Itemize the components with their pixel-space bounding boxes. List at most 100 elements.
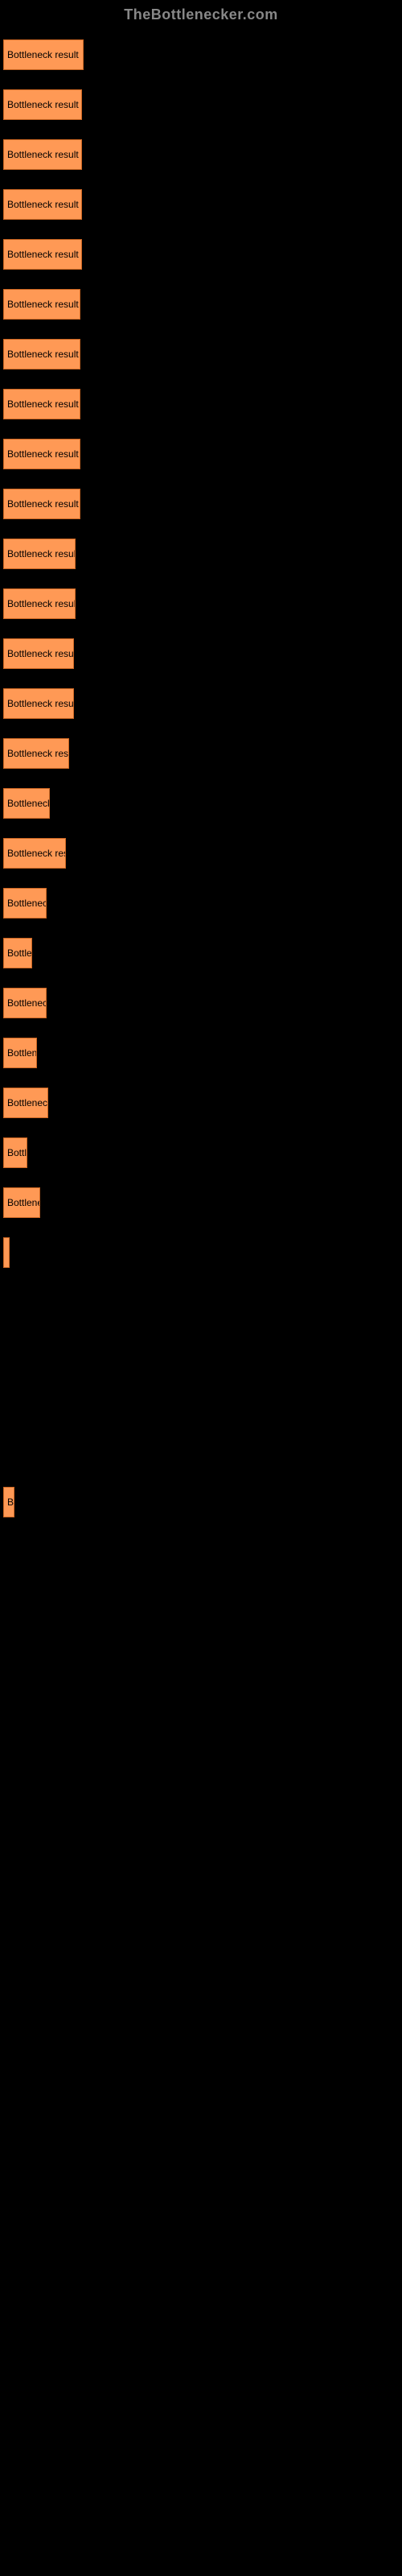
bar-row: B [3, 1477, 399, 1527]
bar-label: Bottleneck result [7, 648, 74, 659]
bar-row: Bottleneck result [3, 679, 399, 729]
bar-label: Bottleneck [7, 898, 47, 909]
bar: Bottleneck result [3, 39, 84, 70]
bar-row: Bottleneck res [3, 828, 399, 878]
bar-row: Bottleneck result [3, 529, 399, 579]
bar-row [3, 2276, 399, 2326]
bar-row: Bottleneck [3, 878, 399, 928]
bar-label: Bottleneck result [7, 249, 79, 260]
bar-label: Bottleneck result [7, 448, 79, 460]
bar: Bottleneck result [3, 638, 74, 669]
bar-row [3, 2425, 399, 2475]
bar-row: Bottl [3, 1128, 399, 1178]
bar: Bottle [3, 938, 32, 968]
bar: Bottleneck result [3, 688, 74, 719]
bar-row [3, 1228, 399, 1278]
bar-label: Bottleneck result [7, 598, 76, 609]
bar: Bottleneck res [3, 838, 66, 869]
bar: Bottl [3, 1137, 27, 1168]
bar: Bottleneck result [3, 289, 80, 320]
bar-row: Bottleneck result [3, 479, 399, 529]
bar-label: Bottle [7, 947, 32, 959]
bar-row: Bottleneck result [3, 629, 399, 679]
bar: Bottlene [3, 1187, 40, 1218]
bar-label: Bottleneck result [7, 299, 79, 310]
bar-row [3, 1777, 399, 1827]
bar-row: Bottleneck result [3, 180, 399, 229]
bar [3, 1237, 10, 1268]
bar: Bottleneck result [3, 489, 80, 519]
bar-row: Bottleneck resu [3, 729, 399, 778]
bar-row: Bottleneck result [3, 130, 399, 180]
bar-row: Bottlene [3, 1028, 399, 1078]
bar-label: Bottleneck result [7, 398, 79, 410]
bar-row [3, 1827, 399, 1876]
bar-row [3, 2126, 399, 2176]
bar-row [3, 1976, 399, 2026]
bar-row [3, 2176, 399, 2226]
bar-row: Bottleneck result [3, 329, 399, 379]
bar-row: Bottleneck result [3, 30, 399, 80]
bar: Bottleneck result [3, 339, 80, 369]
bar-row [3, 2376, 399, 2425]
bar-row [3, 1627, 399, 1677]
bar-label: Bottleneck result [7, 548, 76, 559]
bar: Bottleneck result [3, 439, 80, 469]
bar-row [3, 2475, 399, 2525]
bar-row: Bottleneck result [3, 279, 399, 329]
bar-row [3, 2026, 399, 2076]
bar-row: Bottlene [3, 1178, 399, 1228]
bar-label: Bottleneck result [7, 199, 79, 210]
bar-row: Bottleneck result [3, 379, 399, 429]
bar-label: Bottleneck result [7, 698, 74, 709]
bar: Bottlene [3, 1038, 37, 1068]
bar: Bottleneck result [3, 539, 76, 569]
bar-row [3, 1677, 399, 1727]
bar-row: Bottleneck [3, 978, 399, 1028]
bar-label: Bottleneck [7, 1097, 48, 1108]
bar-label: Bottleneck result [7, 49, 79, 60]
bar-label: Bottleneck res [7, 848, 66, 859]
bar: Bottleneck [3, 1088, 48, 1118]
bar: Bottleneck result [3, 588, 76, 619]
bar-row [3, 1926, 399, 1976]
bar-row [3, 1327, 399, 1377]
bar-row: Bottleneck result [3, 429, 399, 479]
bar-label: Bottlene [7, 1197, 40, 1208]
bar-row [3, 2326, 399, 2376]
bar-chart: Bottleneck result Bottleneck result Bottle… [0, 30, 402, 2525]
bar-row [3, 1377, 399, 1427]
bar: Bottleneck result [3, 239, 82, 270]
bar-label: Bottleneck result [7, 99, 79, 110]
bar-row [3, 2076, 399, 2126]
bar-label: Bottleneck [7, 997, 47, 1009]
bar-row [3, 1278, 399, 1327]
bar-row [3, 1577, 399, 1627]
bar-row [3, 1727, 399, 1777]
bar-label: Bottleneck result [7, 498, 79, 510]
bar-label: Bottleneck [7, 798, 50, 809]
bar: Bottleneck [3, 788, 50, 819]
bar-row: Bottleneck [3, 1078, 399, 1128]
bar: Bottleneck result [3, 139, 82, 170]
bar-label: Bottleneck result [7, 149, 79, 160]
bar-row: Bottleneck result [3, 579, 399, 629]
bar-row: Bottleneck result [3, 229, 399, 279]
bar-label: B [7, 1496, 14, 1508]
bar: Bottleneck [3, 888, 47, 919]
bar: B [3, 1487, 14, 1517]
bar-row: Bottleneck [3, 778, 399, 828]
bar-row: Bottle [3, 928, 399, 978]
bar: Bottleneck resu [3, 738, 69, 769]
bar-label: Bottleneck result [7, 349, 79, 360]
bar-row [3, 1527, 399, 1577]
bar-label: Bottl [7, 1147, 27, 1158]
bar-row: Bottleneck result [3, 80, 399, 130]
bar-row [3, 1876, 399, 1926]
bar: Bottleneck result [3, 389, 80, 419]
bar: Bottleneck result [3, 189, 82, 220]
bar-row [3, 2226, 399, 2276]
bar-label: Bottlene [7, 1047, 37, 1059]
bar-row [3, 1427, 399, 1477]
site-header: TheBottlenecker.com [0, 0, 402, 30]
